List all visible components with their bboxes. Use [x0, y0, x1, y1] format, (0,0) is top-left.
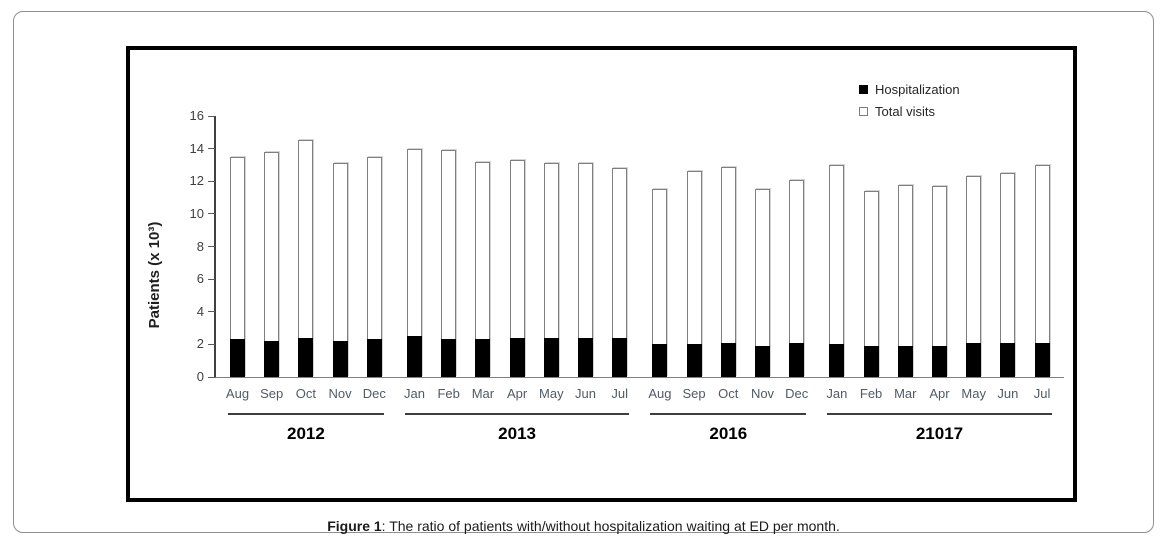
bar-hospitalization: [298, 337, 314, 377]
bar-hospitalization: [407, 336, 422, 377]
bar-hospitalization: [475, 339, 491, 377]
y-axis-tick-label: 4: [196, 303, 204, 319]
x-axis-month-label: Mar: [894, 386, 917, 401]
bar-hospitalization: [366, 339, 382, 377]
x-axis-month-label: Jun: [997, 386, 1019, 401]
x-axis-month-label: Jul: [611, 386, 628, 401]
x-axis-month-label: May: [961, 386, 986, 401]
x-axis-month-label: Sep: [682, 386, 706, 401]
x-axis-month-label: Mar: [471, 386, 495, 401]
year-group-underline: [650, 413, 807, 415]
y-axis-tick-label: 12: [189, 173, 204, 189]
year-group-label: 2013: [498, 424, 536, 443]
bar-hospitalization: [332, 341, 348, 377]
y-axis-tick: [208, 246, 215, 247]
legend-item: Hospitalization: [859, 82, 960, 97]
y-axis-tick: [208, 213, 215, 215]
y-axis-tick-label: 6: [196, 271, 204, 287]
bar-hospitalization: [1000, 342, 1016, 377]
year-group-underline: [405, 413, 630, 415]
year-group-label: 21017: [915, 424, 964, 443]
y-axis-tick: [208, 278, 215, 280]
x-axis-month-label: Aug: [225, 386, 250, 401]
bar-hospitalization: [720, 342, 736, 377]
figure-caption: Figure 1: The ratio of patients with/wit…: [14, 518, 1153, 534]
x-axis-month-label: Jul: [1033, 386, 1051, 401]
x-axis-month-label: Jan: [826, 386, 848, 401]
bar-hospitalization: [612, 337, 628, 377]
bar-hospitalization: [652, 344, 668, 377]
year-group-label: 2012: [286, 424, 325, 443]
legend: Hospitalization Total visits: [859, 82, 960, 119]
x-axis-month-label: Nov: [750, 386, 775, 401]
year-group-underline: [827, 413, 1052, 415]
x-axis-month-label: Feb: [437, 386, 460, 401]
x-axis-month-label: Jun: [575, 386, 596, 401]
y-axis-tick: [208, 180, 215, 182]
chart-box: Patients (x 10³) 0 2 4 6 8 10 12 14 16 Aug Sep Oct N…: [126, 46, 1077, 502]
bar-hospitalization: [686, 344, 702, 377]
x-axis-month-label: Apr: [506, 386, 528, 401]
plot-area: 0 2 4 6 8 10 12 14 16 Aug Sep Oct Nov Dec 2012 Jan Feb Ma…: [190, 108, 1064, 443]
x-axis-month-label: Feb: [859, 386, 883, 401]
bar-hospitalization: [578, 337, 593, 377]
x-axis-month-label: Dec: [362, 386, 386, 401]
bar-hospitalization: [264, 341, 280, 377]
bar-hospitalization: [897, 346, 913, 377]
bar-hospitalization: [789, 342, 805, 377]
y-axis-tick-label: 10: [189, 205, 204, 221]
x-axis-month-label: Apr: [929, 386, 950, 401]
legend-label: Total visits: [875, 104, 935, 119]
legend-swatch-outline-icon: [859, 107, 868, 116]
y-axis-tick-label: 2: [196, 336, 204, 352]
bar-hospitalization: [543, 337, 559, 377]
y-axis-tick-label: 0: [196, 369, 204, 384]
x-axis-month-label: Oct: [295, 386, 316, 401]
bar-hospitalization: [966, 342, 982, 377]
y-axis-tick-label: 8: [196, 238, 204, 254]
figure-caption-prefix: Figure 1: [327, 518, 382, 534]
x-axis-month-label: Sep: [260, 386, 284, 401]
y-axis-tick-label: 16: [189, 108, 204, 123]
y-axis-tick: [208, 115, 215, 117]
bar-hospitalization: [863, 346, 879, 377]
y-axis-tick-label: 14: [189, 140, 204, 156]
x-axis-month-label: Jan: [404, 386, 425, 401]
page-frame: Patients (x 10³) 0 2 4 6 8 10 12 14 16 Aug Sep Oct N…: [13, 11, 1154, 534]
y-axis-tick: [208, 376, 215, 378]
bar-hospitalization: [932, 346, 947, 377]
bar-hospitalization: [509, 337, 525, 377]
legend-label: Hospitalization: [875, 82, 960, 97]
legend-item: Total visits: [859, 104, 960, 119]
x-axis-month-label: Oct: [718, 386, 739, 401]
legend-swatch-filled-icon: [859, 85, 868, 94]
bar-hospitalization: [1034, 342, 1050, 377]
bar-hospitalization: [755, 346, 770, 377]
year-group-label: 2016: [709, 424, 748, 443]
bar-hospitalization: [441, 339, 457, 377]
x-axis-month-label: May: [539, 386, 564, 401]
y-axis-tick: [208, 148, 215, 150]
y-axis-title: Patients (x 10³): [146, 221, 163, 329]
x-axis-month-label: Nov: [328, 386, 352, 401]
figure-caption-text: : The ratio of patients with/without hos…: [381, 518, 840, 534]
year-group-underline: [228, 413, 384, 415]
bar-hospitalization: [230, 339, 245, 377]
y-axis-tick: [208, 343, 215, 345]
x-axis-month-label: Aug: [648, 386, 672, 401]
x-axis-month-label: Dec: [785, 386, 809, 401]
y-axis-tick: [208, 311, 215, 313]
bar-hospitalization: [829, 344, 845, 377]
